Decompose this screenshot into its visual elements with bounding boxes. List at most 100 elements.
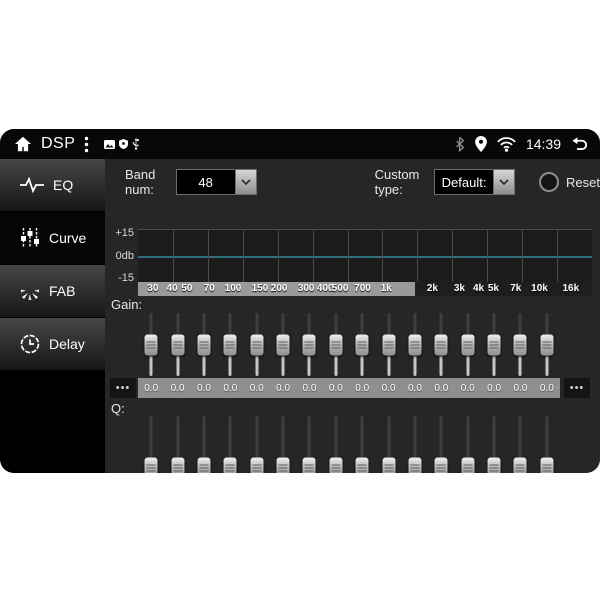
slider-thumb[interactable] bbox=[197, 334, 211, 355]
scroll-right-button[interactable]: ••• bbox=[564, 378, 590, 398]
slider-thumb-grip bbox=[199, 341, 209, 348]
q-slider[interactable] bbox=[217, 414, 243, 473]
slider-thumb[interactable] bbox=[540, 457, 554, 473]
slider-thumb[interactable] bbox=[223, 457, 237, 473]
slider-thumb[interactable] bbox=[144, 334, 158, 355]
custom-type-dropdown[interactable]: Default: bbox=[434, 169, 516, 195]
q-slider[interactable] bbox=[481, 414, 507, 473]
chevron-down-icon[interactable] bbox=[234, 170, 256, 194]
slider-thumb[interactable] bbox=[513, 457, 527, 473]
slider-thumb-grip bbox=[357, 341, 367, 348]
back-icon[interactable] bbox=[571, 136, 588, 152]
slider-thumb[interactable] bbox=[461, 334, 475, 355]
slider-thumb[interactable] bbox=[276, 334, 290, 355]
gain-slider[interactable] bbox=[323, 311, 349, 378]
frequency-tick-label: 100 bbox=[224, 283, 242, 294]
slider-thumb[interactable] bbox=[382, 334, 396, 355]
slider-thumb[interactable] bbox=[408, 334, 422, 355]
reset-control: Reset bbox=[539, 172, 600, 192]
plot-gridline bbox=[557, 230, 559, 282]
q-slider[interactable] bbox=[164, 414, 190, 473]
frequency-tick-label: 50 bbox=[181, 283, 193, 294]
slider-thumb-grip bbox=[252, 341, 262, 348]
scroll-left-button[interactable]: ••• bbox=[110, 378, 136, 398]
gain-value: 0.0 bbox=[170, 382, 185, 394]
slider-thumb[interactable] bbox=[171, 457, 185, 473]
slider-thumb[interactable] bbox=[382, 457, 396, 473]
slider-track-fill bbox=[334, 344, 338, 376]
slider-thumb[interactable] bbox=[144, 457, 158, 473]
gain-slider[interactable] bbox=[402, 311, 428, 378]
frequency-tick-label: 40 bbox=[166, 283, 178, 294]
q-slider[interactable] bbox=[428, 414, 454, 473]
gain-value: 0.0 bbox=[223, 382, 238, 394]
q-slider[interactable] bbox=[375, 414, 401, 473]
slider-thumb[interactable] bbox=[302, 334, 316, 355]
chevron-down-icon[interactable] bbox=[493, 170, 515, 194]
gain-slider[interactable] bbox=[507, 311, 533, 378]
q-slider[interactable] bbox=[191, 414, 217, 473]
gain-slider[interactable] bbox=[244, 311, 270, 378]
slider-thumb[interactable] bbox=[355, 457, 369, 473]
gain-slider[interactable] bbox=[164, 311, 190, 378]
fade-balance-icon bbox=[20, 281, 40, 301]
sidebar-item-fab[interactable]: FAB bbox=[0, 265, 105, 317]
gain-slider[interactable] bbox=[296, 311, 322, 378]
slider-thumb[interactable] bbox=[408, 457, 422, 473]
slider-thumb-grip bbox=[304, 464, 314, 472]
band-num-dropdown[interactable]: 48 bbox=[175, 169, 257, 195]
gain-slider[interactable] bbox=[191, 311, 217, 378]
slider-thumb[interactable] bbox=[276, 457, 290, 473]
slider-thumb-grip bbox=[515, 341, 525, 348]
slider-thumb[interactable] bbox=[355, 334, 369, 355]
home-icon[interactable] bbox=[14, 136, 32, 152]
frequency-scale[interactable]: 30 40 50 70 100 150 200 300 400 500 700 1k 2k 3k 4k 5k 7… bbox=[138, 282, 592, 296]
q-slider[interactable] bbox=[323, 414, 349, 473]
slider-thumb-grip bbox=[199, 464, 209, 472]
frequency-scroll-thumb[interactable] bbox=[138, 282, 415, 296]
q-slider[interactable] bbox=[349, 414, 375, 473]
gain-slider[interactable] bbox=[217, 311, 243, 378]
slider-thumb[interactable] bbox=[329, 334, 343, 355]
slider-thumb[interactable] bbox=[171, 334, 185, 355]
q-slider[interactable] bbox=[534, 414, 560, 473]
slider-thumb[interactable] bbox=[540, 334, 554, 355]
gain-slider[interactable] bbox=[270, 311, 296, 378]
slider-thumb[interactable] bbox=[487, 334, 501, 355]
sidebar-item-curve[interactable]: Curve bbox=[0, 212, 105, 264]
gain-slider[interactable] bbox=[481, 311, 507, 378]
q-slider[interactable] bbox=[455, 414, 481, 473]
q-slider[interactable] bbox=[270, 414, 296, 473]
q-slider[interactable] bbox=[296, 414, 322, 473]
gain-slider[interactable] bbox=[138, 311, 164, 378]
slider-thumb[interactable] bbox=[223, 334, 237, 355]
slider-thumb[interactable] bbox=[513, 334, 527, 355]
gain-value: 0.0 bbox=[513, 382, 528, 394]
slider-track bbox=[387, 416, 391, 473]
slider-thumb[interactable] bbox=[487, 457, 501, 473]
slider-thumb[interactable] bbox=[329, 457, 343, 473]
reset-radio[interactable] bbox=[539, 172, 560, 192]
slider-thumb[interactable] bbox=[302, 457, 316, 473]
q-slider[interactable] bbox=[138, 414, 164, 473]
q-slider[interactable] bbox=[244, 414, 270, 473]
sidebar-item-delay[interactable]: Delay bbox=[0, 318, 105, 370]
q-slider[interactable] bbox=[402, 414, 428, 473]
overflow-menu-icon[interactable] bbox=[84, 136, 89, 153]
slider-thumb[interactable] bbox=[250, 457, 264, 473]
slider-thumb[interactable] bbox=[197, 457, 211, 473]
slider-thumb[interactable] bbox=[461, 457, 475, 473]
gain-slider[interactable] bbox=[428, 311, 454, 378]
slider-thumb[interactable] bbox=[250, 334, 264, 355]
gain-slider[interactable] bbox=[375, 311, 401, 378]
slider-track-fill bbox=[228, 344, 232, 376]
sidebar-item-eq[interactable]: EQ bbox=[0, 159, 105, 211]
slider-thumb[interactable] bbox=[434, 457, 448, 473]
plot-gridline bbox=[207, 230, 209, 282]
q-slider[interactable] bbox=[507, 414, 533, 473]
slider-thumb[interactable] bbox=[434, 334, 448, 355]
gain-slider[interactable] bbox=[534, 311, 560, 378]
gain-slider[interactable] bbox=[455, 311, 481, 378]
slider-thumb-grip bbox=[146, 341, 156, 348]
gain-slider[interactable] bbox=[349, 311, 375, 378]
